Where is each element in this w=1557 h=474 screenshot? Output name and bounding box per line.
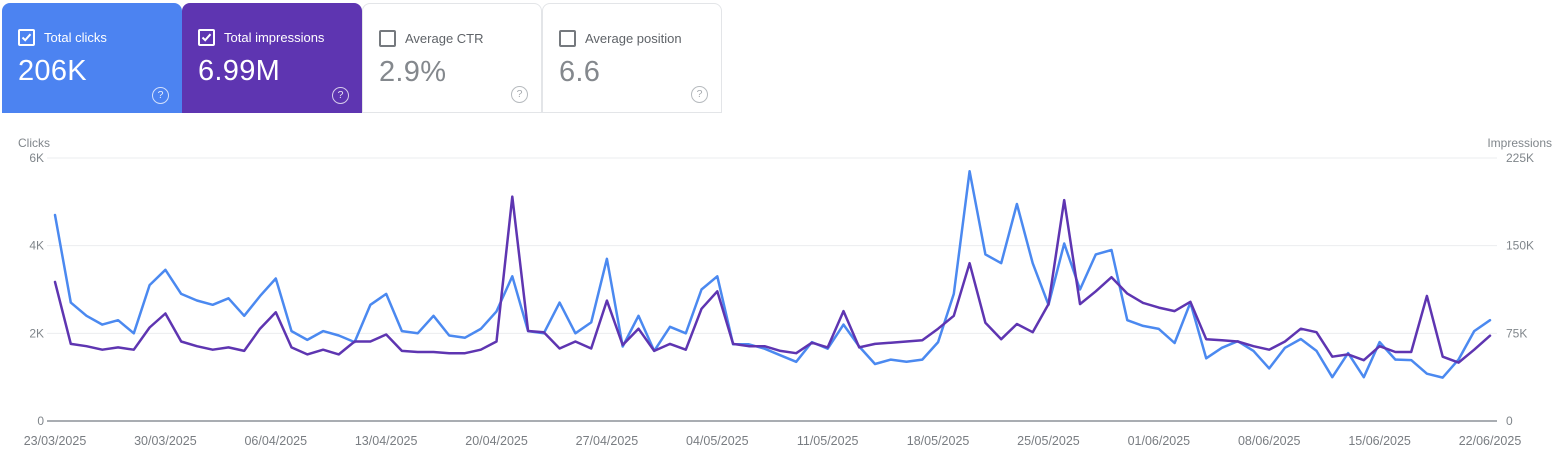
help-icon[interactable]: ? (332, 87, 349, 104)
x-axis-date-label: 22/06/2025 (1459, 434, 1522, 448)
right-axis-tick: 0 (1506, 414, 1513, 428)
metric-cards: Total clicks 206K? Total impressions 6.99M?… (2, 3, 722, 113)
metric-card-label: Average CTR (405, 31, 484, 46)
metric-card-value: 6.99M (198, 55, 281, 87)
help-icon[interactable]: ? (511, 86, 528, 103)
help-icon[interactable]: ? (152, 87, 169, 104)
left-axis-title: Clicks (18, 136, 50, 150)
x-axis-date-label: 01/06/2025 (1128, 434, 1191, 448)
x-axis-date-label: 15/06/2025 (1348, 434, 1411, 448)
metric-card-average-ctr[interactable]: Average CTR 2.9%? (362, 3, 542, 113)
right-axis-title: Impressions (1487, 136, 1552, 150)
x-axis-date-label: 06/04/2025 (244, 434, 307, 448)
metric-card-header: Total clicks (18, 29, 166, 46)
checked-checkbox-total-clicks[interactable] (18, 29, 35, 46)
x-axis-date-label: 23/03/2025 (24, 434, 87, 448)
metric-card-label: Total clicks (44, 30, 107, 45)
metric-card-value: 206K (18, 55, 87, 87)
right-axis-tick: 75K (1506, 326, 1527, 340)
checkmark-icon (201, 33, 212, 42)
metric-card-total-impressions[interactable]: Total impressions 6.99M? (182, 3, 362, 113)
x-axis-date-label: 20/04/2025 (465, 434, 528, 448)
unchecked-checkbox-average-ctr[interactable] (379, 30, 396, 47)
checked-checkbox-total-impressions[interactable] (198, 29, 215, 46)
x-axis-date-label: 25/05/2025 (1017, 434, 1080, 448)
x-axis-date-label: 04/05/2025 (686, 434, 749, 448)
unchecked-checkbox-average-position[interactable] (559, 30, 576, 47)
left-axis-tick: 2K (29, 326, 44, 340)
left-axis-tick: 4K (29, 239, 44, 253)
x-axis-date-label: 11/05/2025 (797, 434, 859, 448)
performance-chart[interactable]: 6K 225K 4K 150K 2K 75K 0 0 23/03/2025 30/03/2025 0… (0, 130, 1557, 474)
metric-card-average-position[interactable]: Average position 6.6? (542, 3, 722, 113)
help-icon[interactable]: ? (691, 86, 708, 103)
x-axis-date-label: 18/05/2025 (907, 434, 970, 448)
left-axis-tick: 6K (29, 151, 44, 165)
left-axis-tick: 0 (37, 414, 44, 428)
checkmark-icon (21, 33, 32, 42)
metric-card-value: 6.6 (559, 56, 601, 88)
metric-card-total-clicks[interactable]: Total clicks 206K? (2, 3, 182, 113)
x-axis-date-label: 13/04/2025 (355, 434, 418, 448)
x-axis-date-label: 30/03/2025 (134, 434, 197, 448)
x-axis-date-label: 08/06/2025 (1238, 434, 1301, 448)
metric-card-header: Average position (559, 30, 705, 47)
x-axis-date-label: 27/04/2025 (576, 434, 639, 448)
right-axis-tick: 150K (1506, 239, 1534, 253)
metric-card-header: Total impressions (198, 29, 346, 46)
total-impressions-line (53, 195, 1492, 364)
metric-card-header: Average CTR (379, 30, 525, 47)
metric-card-label: Total impressions (224, 30, 325, 45)
right-axis-tick: 225K (1506, 151, 1534, 165)
total-clicks-line (53, 169, 1492, 379)
metric-card-value: 2.9% (379, 56, 447, 88)
metric-card-label: Average position (585, 31, 682, 46)
